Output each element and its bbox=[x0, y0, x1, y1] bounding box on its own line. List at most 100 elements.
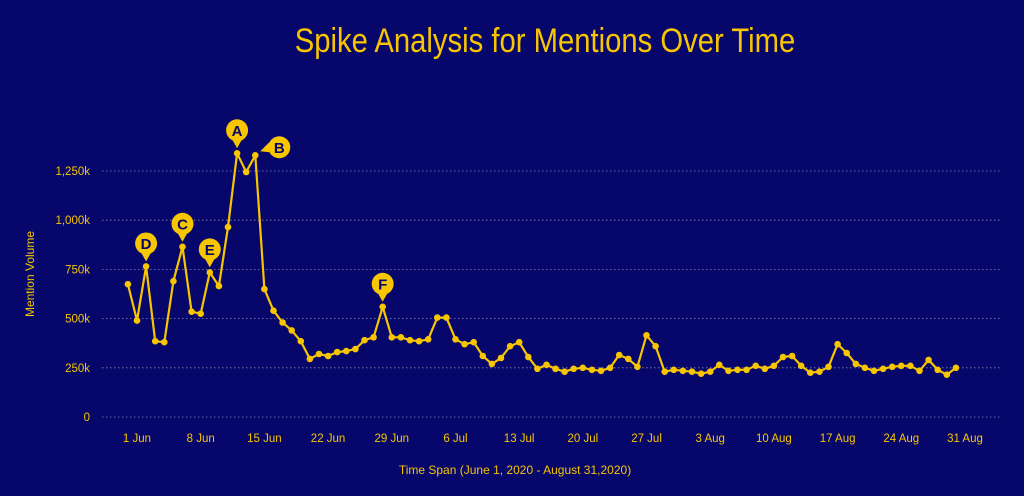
data-point bbox=[716, 361, 723, 369]
data-point bbox=[779, 353, 787, 361]
data-point bbox=[552, 365, 559, 373]
data-point bbox=[643, 332, 650, 339]
data-point bbox=[843, 349, 850, 357]
data-point bbox=[925, 356, 932, 364]
marker-pointer bbox=[204, 258, 215, 268]
data-point bbox=[761, 365, 769, 373]
data-point bbox=[697, 370, 705, 378]
x-axis-ticks: 1 Jun 8 Jun 15 Jun 22 Jun 29 Jun 6 Jul 13 Jul 2… bbox=[123, 433, 983, 445]
data-point bbox=[170, 277, 177, 285]
data-point bbox=[625, 355, 632, 363]
data-point bbox=[333, 348, 341, 356]
marker-bubble bbox=[268, 136, 291, 159]
data-point bbox=[233, 150, 241, 157]
data-point bbox=[297, 337, 305, 345]
marker-pointer bbox=[177, 232, 188, 242]
series-mentions bbox=[124, 150, 960, 379]
marker-pointer bbox=[377, 292, 388, 302]
data-point bbox=[370, 334, 377, 341]
data-point bbox=[834, 340, 841, 348]
data-point bbox=[570, 365, 577, 373]
y-tick-label: 500k bbox=[65, 314, 90, 326]
data-point bbox=[725, 367, 732, 375]
data-point bbox=[352, 345, 359, 353]
data-point bbox=[606, 364, 614, 372]
data-point bbox=[424, 336, 432, 343]
x-tick-label: 31 Aug bbox=[947, 433, 983, 445]
data-point bbox=[788, 352, 796, 360]
data-point bbox=[270, 307, 277, 315]
data-point bbox=[797, 362, 805, 370]
data-point bbox=[770, 362, 778, 370]
data-point bbox=[888, 363, 896, 371]
data-point bbox=[279, 319, 286, 326]
data-point bbox=[688, 368, 696, 376]
x-tick-label: 8 Jun bbox=[187, 433, 215, 445]
data-point bbox=[124, 280, 132, 288]
data-point bbox=[206, 269, 214, 276]
data-point bbox=[224, 223, 232, 231]
data-point bbox=[734, 366, 741, 374]
marker-label: A bbox=[232, 123, 243, 140]
data-point bbox=[388, 334, 396, 341]
spike-marker-e: E bbox=[198, 238, 221, 268]
spike-marker-a: A bbox=[226, 119, 249, 149]
data-point bbox=[752, 362, 759, 370]
data-point bbox=[242, 168, 250, 176]
data-point bbox=[898, 362, 905, 370]
y-tick-label: 250k bbox=[65, 363, 90, 375]
marker-bubble bbox=[371, 272, 394, 295]
data-point bbox=[488, 360, 496, 368]
x-tick-label: 22 Jun bbox=[311, 433, 346, 445]
x-axis-title: Time Span (June 1, 2020 - August 31,2020… bbox=[399, 463, 631, 477]
data-point bbox=[652, 342, 659, 350]
x-tick-label: 10 Aug bbox=[756, 433, 792, 445]
x-tick-label: 13 Jul bbox=[504, 433, 535, 445]
marker-label: D bbox=[141, 236, 152, 253]
data-point bbox=[406, 336, 414, 344]
data-point bbox=[679, 367, 687, 375]
data-point bbox=[597, 367, 605, 375]
data-point bbox=[879, 365, 887, 373]
x-tick-label: 1 Jun bbox=[123, 433, 151, 445]
data-point bbox=[670, 366, 678, 374]
data-point bbox=[952, 364, 960, 372]
y-axis-title: Mention Volume bbox=[23, 231, 37, 317]
spike-marker-f: F bbox=[371, 272, 394, 302]
data-point bbox=[443, 314, 450, 321]
data-point bbox=[706, 368, 714, 376]
data-point bbox=[534, 365, 541, 373]
x-tick-label: 3 Aug bbox=[696, 433, 725, 445]
series-line bbox=[126, 152, 957, 376]
data-point bbox=[506, 342, 514, 350]
marker-label: C bbox=[177, 216, 188, 233]
data-point bbox=[261, 285, 268, 293]
y-tick-label: 750k bbox=[65, 264, 90, 276]
data-point bbox=[415, 337, 423, 345]
marker-pointer bbox=[260, 142, 270, 153]
x-tick-label: 24 Aug bbox=[883, 433, 919, 445]
marker-bubble bbox=[226, 119, 249, 142]
y-axis-ticks: 0 250k 500k 750k 1,000k 1,250k bbox=[55, 166, 90, 424]
spike-marker-d: D bbox=[135, 232, 158, 262]
x-tick-label: 17 Aug bbox=[820, 433, 856, 445]
data-point bbox=[142, 263, 150, 270]
data-point bbox=[306, 355, 314, 363]
gridlines bbox=[102, 170, 1000, 418]
data-point bbox=[615, 351, 623, 359]
marker-bubble bbox=[171, 212, 194, 235]
data-point bbox=[188, 308, 195, 316]
data-point bbox=[479, 352, 487, 360]
data-point bbox=[861, 364, 869, 372]
data-point bbox=[343, 347, 350, 355]
data-point bbox=[161, 338, 168, 346]
data-point bbox=[215, 282, 223, 290]
data-point bbox=[434, 314, 441, 321]
marker-label: B bbox=[274, 140, 285, 157]
spike-marker-c: C bbox=[171, 212, 194, 242]
data-point bbox=[497, 354, 505, 362]
data-point bbox=[579, 364, 587, 372]
data-point bbox=[907, 362, 914, 370]
